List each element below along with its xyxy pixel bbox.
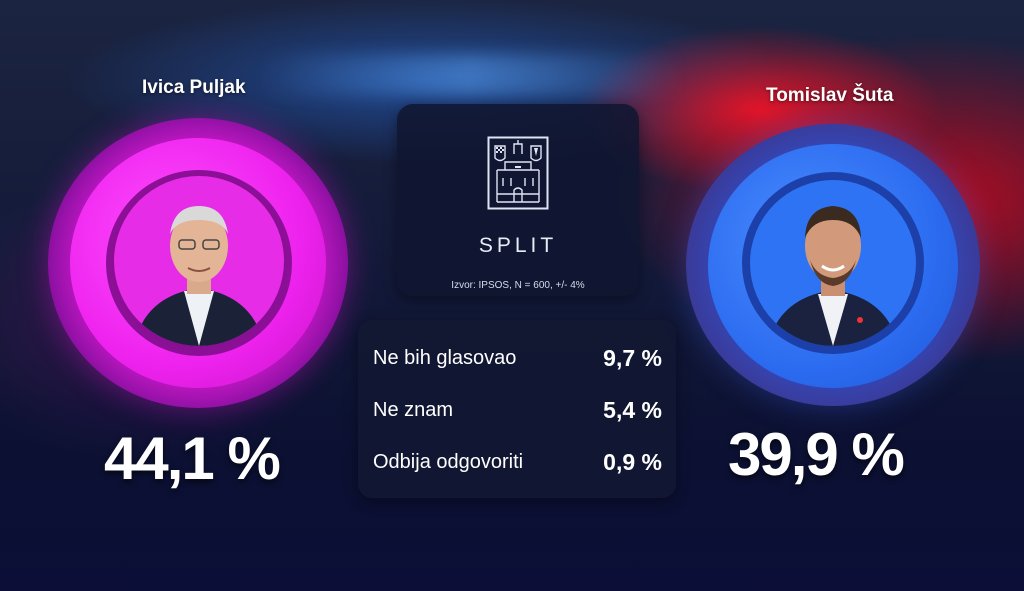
right-candidate-ring	[686, 124, 980, 406]
stat-row: Odbija odgovoriti 0,9 %	[373, 447, 662, 477]
stat-label: Ne bih glasovao	[373, 347, 517, 369]
left-candidate-name: Ivica Puljak	[142, 77, 246, 98]
split-coat-of-arms-icon	[487, 136, 549, 210]
right-candidate-name: Tomislav Šuta	[766, 85, 894, 106]
right-candidate-portrait	[750, 180, 916, 346]
stat-row: Ne znam 5,4 %	[373, 395, 662, 425]
background-light-band	[260, 55, 680, 95]
stat-value: 5,4 %	[603, 397, 662, 423]
stat-label: Odbija odgovoriti	[373, 451, 524, 473]
stat-value: 0,9 %	[603, 449, 662, 475]
right-candidate-percent: 39,9 %	[728, 421, 905, 488]
stat-label: Ne znam	[373, 399, 454, 421]
left-candidate-ring	[48, 118, 348, 408]
city-info-card: SPLIT Izvor: IPSOS, N = 600, +/- 4%	[397, 104, 639, 296]
stat-value: 9,7 %	[603, 345, 662, 371]
city-title: SPLIT	[478, 234, 558, 257]
poll-source: Izvor: IPSOS, N = 600, +/- 4%	[451, 280, 585, 291]
stat-row: Ne bih glasovao 9,7 %	[373, 343, 662, 373]
poll-stats-card: Ne bih glasovao 9,7 % Ne znam 5,4 % Odbi…	[358, 320, 676, 498]
left-candidate-percent: 44,1 %	[104, 425, 281, 492]
left-candidate-portrait	[114, 176, 284, 346]
